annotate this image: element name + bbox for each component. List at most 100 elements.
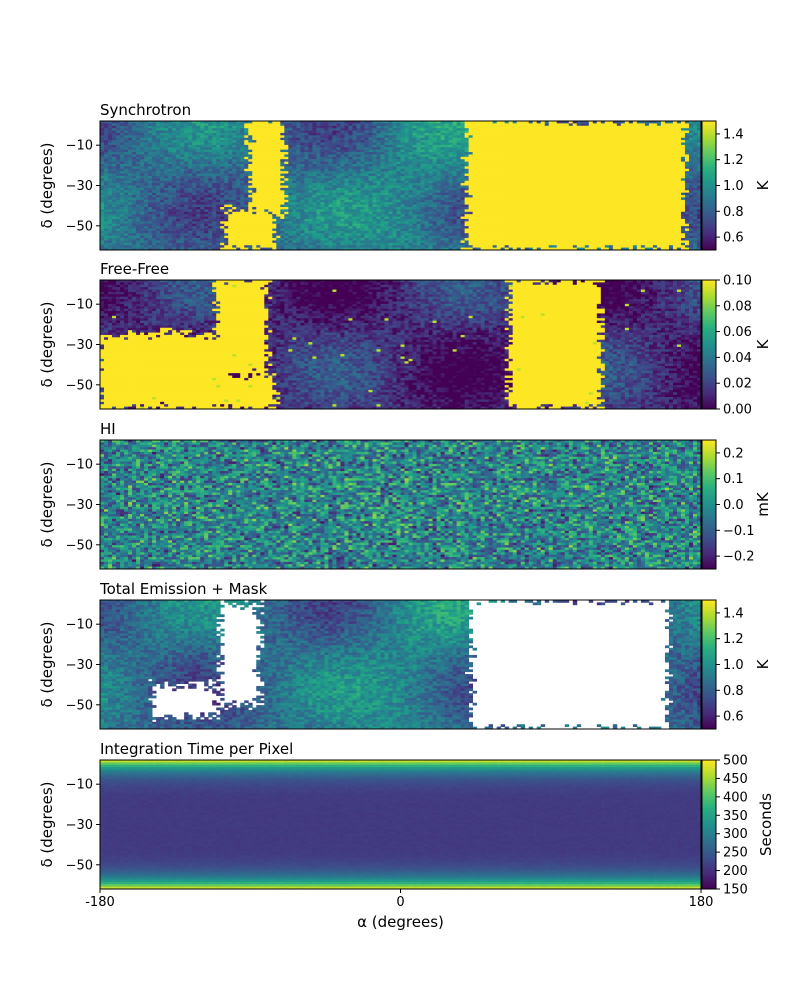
heatmap-cell <box>544 123 550 127</box>
heatmap-cell <box>464 166 470 170</box>
heatmap-cell <box>416 173 421 177</box>
heatmap-cell <box>556 185 562 189</box>
heatmap-cell <box>232 168 237 172</box>
heatmap-cell <box>504 149 510 153</box>
heatmap-cell <box>492 125 498 129</box>
heatmap-cell <box>228 190 233 194</box>
heatmap-cell <box>564 149 570 153</box>
heatmap-cell <box>440 152 445 155</box>
heatmap-cell <box>128 121 133 124</box>
heatmap-cell <box>520 178 526 182</box>
heatmap-cell <box>436 166 441 170</box>
heatmap-cell <box>248 135 253 139</box>
heatmap-cell <box>632 140 638 143</box>
heatmap-cell <box>500 180 506 184</box>
heatmap-cell <box>664 183 670 186</box>
heatmap-cell <box>584 142 590 146</box>
heatmap-cell <box>656 178 662 182</box>
heatmap-cell <box>488 130 494 134</box>
heatmap-cell <box>460 156 466 160</box>
heatmap-cell <box>288 164 293 167</box>
heatmap-cell <box>328 137 333 141</box>
heatmap-cell <box>276 187 281 191</box>
heatmap-cell <box>256 121 261 124</box>
heatmap-cell <box>140 152 145 155</box>
heatmap-cell <box>128 152 133 155</box>
heatmap-cell <box>108 152 113 155</box>
heatmap-cell <box>192 180 197 184</box>
heatmap-cell <box>428 166 433 170</box>
heatmap-cell <box>648 190 654 194</box>
heatmap-cell <box>184 135 189 139</box>
heatmap-cell <box>624 197 630 201</box>
heatmap-cell <box>136 147 141 151</box>
heatmap-cell <box>472 121 478 124</box>
heatmap-cell <box>492 195 498 198</box>
heatmap-cell <box>560 164 566 167</box>
heatmap-cell <box>660 144 666 148</box>
heatmap-cell <box>600 168 606 172</box>
heatmap-cell <box>480 130 486 134</box>
heatmap-cell <box>212 121 217 124</box>
heatmap-cell <box>136 137 141 141</box>
heatmap-cell <box>452 197 457 201</box>
heatmap-cell <box>600 159 606 163</box>
heatmap-cell <box>256 190 261 194</box>
heatmap-cell <box>144 144 149 148</box>
heatmap-cell <box>640 171 646 174</box>
heatmap-cell <box>332 192 337 196</box>
heatmap-cell <box>340 123 345 127</box>
heatmap-cell <box>524 123 530 127</box>
heatmap-cell <box>312 140 317 143</box>
heatmap-cell <box>388 142 393 146</box>
heatmap-cell <box>336 166 341 170</box>
heatmap-cell <box>164 121 169 124</box>
heatmap-cell <box>592 187 598 191</box>
heatmap-cell <box>176 159 181 163</box>
heatmap-cell <box>520 175 526 179</box>
heatmap-cell <box>332 135 337 139</box>
heatmap-cell <box>112 152 117 155</box>
heatmap-cell <box>480 164 486 167</box>
heatmap-cell <box>260 199 265 203</box>
heatmap-cell <box>456 190 461 194</box>
heatmap-cell <box>644 178 650 182</box>
heatmap-cell <box>144 180 149 184</box>
heatmap-cell <box>692 161 698 165</box>
heatmap-cell <box>404 142 409 146</box>
heatmap-cell <box>132 156 137 160</box>
heatmap-cell <box>532 178 538 182</box>
heatmap-cell <box>464 144 470 148</box>
heatmap-cell <box>472 140 478 143</box>
heatmap-cell <box>224 159 229 163</box>
heatmap-cell <box>316 185 321 189</box>
heatmap-cell <box>608 187 614 191</box>
heatmap-cell <box>204 171 209 174</box>
heatmap-cell <box>624 123 630 127</box>
heatmap-cell <box>340 128 345 131</box>
heatmap-cell <box>480 178 486 182</box>
heatmap-cell <box>260 135 265 139</box>
heatmap-cell <box>624 156 630 160</box>
heatmap-cell <box>372 187 377 191</box>
heatmap-cell <box>132 166 137 170</box>
heatmap-cell <box>456 171 461 174</box>
heatmap-cell <box>304 178 309 182</box>
heatmap-cell <box>580 175 586 179</box>
heatmap-cell <box>608 144 614 148</box>
heatmap-cell <box>284 123 289 127</box>
heatmap-cell <box>508 152 514 155</box>
heatmap-cell <box>352 154 357 158</box>
heatmap-cell <box>220 132 225 136</box>
heatmap-cell <box>408 190 413 194</box>
heatmap-cell <box>448 137 453 141</box>
heatmap-cell <box>248 156 253 160</box>
heatmap-cell <box>496 137 502 141</box>
heatmap-cell <box>332 171 337 174</box>
heatmap-cell <box>356 190 361 194</box>
heatmap-cell <box>520 168 526 172</box>
heatmap-cell <box>532 152 538 155</box>
heatmap-cell <box>656 175 662 179</box>
heatmap-cell <box>180 195 185 198</box>
heatmap-cell <box>612 128 618 131</box>
